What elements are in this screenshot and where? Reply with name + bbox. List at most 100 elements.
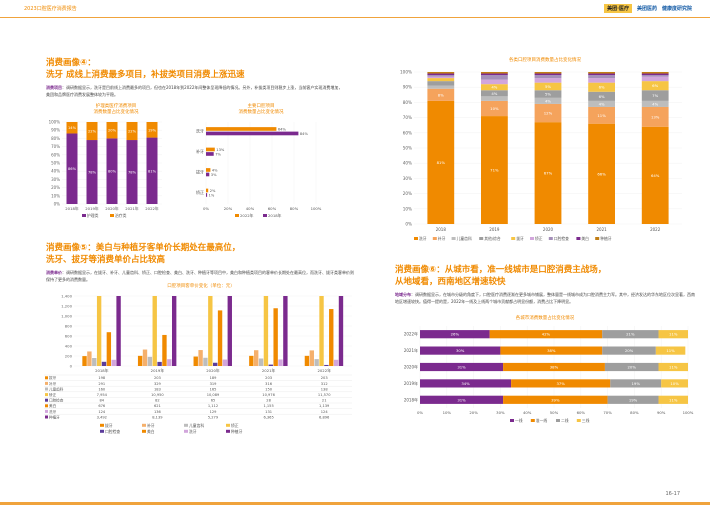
bar-口腔检查: [534, 75, 562, 79]
bar-儿童齿科: [258, 358, 264, 366]
table-cell: 189: [210, 376, 218, 380]
table-cell: 5,279: [208, 415, 219, 419]
bar-2018年: [206, 172, 210, 177]
y-tick-label: 90%: [403, 85, 412, 90]
section5-title: 消费画像⑤：美白与种植牙客单价长期处在最高位，: [46, 243, 241, 253]
table-row-label: 拔牙: [49, 375, 57, 380]
x-tick-label: 70%: [603, 410, 612, 415]
bar-三线: [655, 346, 686, 355]
table-cell: 160: [98, 387, 106, 391]
report-title: 2023口腔医疗消费报告: [24, 6, 77, 12]
bar-口腔检查: [641, 75, 669, 77]
chart3-title: 各类口腔项目消费数量占比变化情况: [400, 58, 690, 64]
bar-种植牙: [227, 296, 232, 366]
legend-label: 2018年: [268, 213, 282, 218]
top-divider: [0, 17, 710, 18]
y-tick-label: 90%: [51, 128, 60, 133]
bar-value-label: 66%: [597, 171, 606, 176]
bar-美白: [427, 73, 455, 76]
meituan-medicine-logo: 美团医药: [636, 6, 657, 12]
bar-value-label: 6%: [652, 83, 658, 88]
legend-swatch: [142, 429, 146, 433]
bar-一线: [420, 346, 501, 355]
bar-治疗类: [146, 122, 158, 138]
x-tick-label: 60%: [577, 410, 586, 415]
legend-swatch: [226, 429, 230, 433]
table-cell: 136: [154, 410, 162, 414]
bar-拔牙: [481, 84, 508, 91]
legend-swatch: [45, 398, 48, 402]
chart2-svg: 0% 20% 40% 60% 80% 100% 洗牙 64% 84% 补牙 13%7% 拔牙 4%3% 矫…: [196, 122, 322, 218]
legend-swatch: [142, 423, 146, 427]
bar-洗牙: [111, 359, 116, 366]
bar-2022年: [206, 168, 211, 172]
bar-value-label: 20%: [627, 365, 636, 370]
bar-口腔检查: [481, 75, 508, 80]
bar-种植牙: [641, 72, 669, 74]
legend-label: 补牙: [438, 236, 446, 241]
bar-value-label: 4%: [491, 85, 497, 90]
table-cell: 316: [265, 382, 273, 386]
bar-value-label: 7%: [215, 152, 221, 156]
para-text: ：调研数据显示，在城市分级的角度下，口腔医疗消费逐渐在更多城市铺展，整体量是一线…: [395, 292, 695, 304]
chart4-title-text: 口腔项目客单价变化（单位：元）: [167, 284, 235, 289]
y-tick-label: 1,200: [61, 304, 72, 309]
table-cell: 131: [265, 410, 272, 414]
legend-swatch: [235, 214, 239, 217]
bar-value-label: 10%: [490, 106, 499, 111]
y-tick-label: 40%: [403, 161, 412, 166]
bar-美白: [481, 73, 508, 76]
legend-swatch: [45, 409, 48, 413]
table-cell: 1,155: [263, 404, 273, 408]
x-tick-label: 2020年: [206, 368, 220, 373]
bar-美白: [588, 73, 615, 76]
bar-准一线: [503, 395, 608, 404]
bar-一线: [420, 362, 504, 372]
bar-准一线: [489, 330, 603, 339]
legend-swatch: [45, 404, 48, 408]
bar-护理类: [66, 133, 78, 204]
x-tick-label: 2019年: [85, 206, 99, 211]
bar-拔牙: [137, 355, 143, 366]
bar-美白: [329, 309, 334, 366]
legend-label: 矫正: [231, 423, 239, 428]
y-tick-label: 洗牙: [196, 127, 204, 133]
bar-一线: [420, 395, 504, 404]
y-tick-label: 矫正: [196, 189, 204, 195]
table-cell: 6,365: [263, 415, 273, 419]
bar-value-label: 67%: [544, 171, 553, 176]
y-tick-label: 0%: [405, 222, 412, 227]
x-tick-label: 2018: [436, 227, 447, 232]
bar-一线: [420, 379, 512, 388]
bar-洗牙: [222, 359, 228, 366]
chart4-svg: 0 200 400 600 800 1,000 1,200 1,400 2018年 2019年 20…: [44, 294, 352, 434]
legend-swatch: [511, 237, 516, 240]
y-tick-label: 1,000: [61, 314, 72, 319]
legend-label: 洗牙: [419, 236, 427, 241]
bar-value-label: 37%: [556, 381, 565, 386]
para-text: ：调研数据显示，洗牙是目前线上消费最多的项目，但也在2018年到2022年间整体…: [46, 85, 343, 97]
legend-swatch: [556, 419, 560, 422]
legend-label: 种植牙: [600, 236, 612, 241]
bar-value-label: 71%: [490, 168, 499, 173]
y-tick-label: 80%: [403, 100, 412, 105]
bar-儿童齿科: [641, 100, 669, 107]
legend-label: 补牙: [147, 423, 155, 428]
bar-value-label: 19%: [632, 381, 641, 386]
table-cell: 312: [321, 382, 328, 386]
y-tick-label: 20%: [51, 185, 60, 190]
y-tick-label: 600: [65, 334, 73, 339]
bar-准一线: [500, 346, 603, 355]
bar-儿童齿科: [147, 356, 153, 366]
bar-二线: [602, 330, 659, 339]
bar-儿童齿科: [203, 357, 208, 366]
section5-subtitle: 洗牙、拔牙等消费单价占比较高: [46, 255, 166, 265]
bar-value-label: 64%: [651, 173, 660, 178]
bar-value-label: 11%: [666, 348, 675, 353]
bar-种植牙: [283, 296, 288, 366]
x-tick-label: 2021年: [262, 368, 276, 373]
x-tick-label: 20%: [224, 206, 233, 211]
bar-拔牙: [82, 356, 87, 366]
table-cell: 65: [211, 399, 216, 403]
y-tick-label: 100%: [49, 120, 61, 125]
